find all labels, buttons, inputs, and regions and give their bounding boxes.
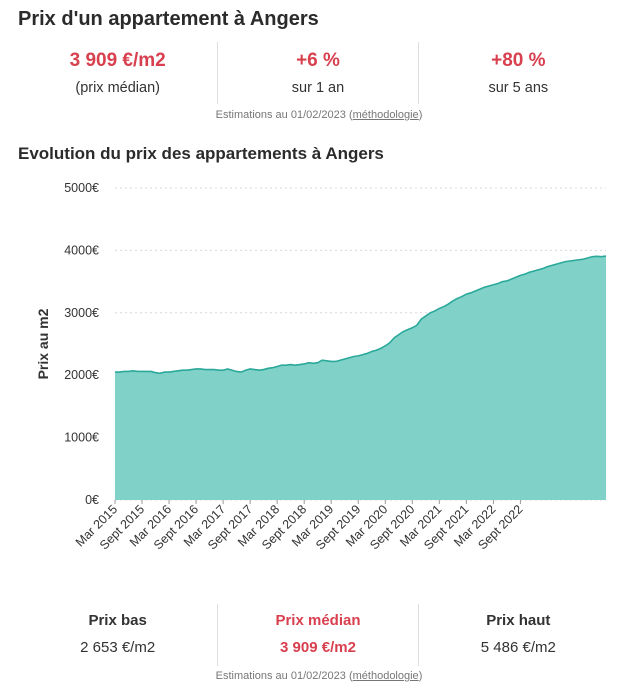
- median-price-label: (prix médian): [75, 80, 160, 96]
- y-axis-label: Prix au m2: [35, 308, 51, 379]
- median-price-value: 3 909 €/m2: [69, 50, 166, 71]
- high-price-value: 5 486 €/m2: [480, 639, 556, 656]
- price-area: [115, 256, 606, 500]
- median-price-range-stat: Prix médian 3 909 €/m2: [217, 604, 417, 666]
- estimation-note: Estimations au 01/02/2023 (méthodologie): [215, 109, 423, 121]
- y-tick-label: 5000€: [64, 181, 99, 195]
- change-1y-value: +6 %: [296, 50, 340, 71]
- y-tick-label: 1000€: [64, 431, 99, 445]
- price-evolution-chart: 0€1000€2000€3000€4000€5000€Mar 2015Sept …: [35, 181, 607, 552]
- y-tick-label: 3000€: [64, 306, 99, 320]
- price-line: [115, 255, 607, 375]
- y-tick-label: 2000€: [64, 368, 99, 382]
- median-price-range-label: Prix médian: [275, 612, 361, 629]
- median-price-stat: 3 909 €/m2 (prix médian): [18, 42, 217, 104]
- estimation-note-bottom: Estimations au 01/02/2023 (méthodologie): [215, 670, 423, 682]
- methodology-link-bottom[interactable]: méthodologie: [352, 670, 419, 682]
- y-tick-label: 0€: [85, 493, 99, 507]
- change-5y-label: sur 5 ans: [488, 80, 549, 96]
- page-title: Prix d'un appartement à Angers: [18, 8, 319, 30]
- y-tick-label: 4000€: [64, 243, 99, 257]
- change-1y-stat: +6 % sur 1 an: [217, 42, 417, 104]
- change-5y-stat: +80 % sur 5 ans: [417, 42, 618, 104]
- price-range-stats: Prix bas 2 653 €/m2 Prix médian 3 909 €/…: [18, 604, 618, 666]
- high-price-stat: Prix haut 5 486 €/m2: [417, 604, 618, 666]
- median-price-range-value: 3 909 €/m2: [280, 639, 356, 656]
- low-price-value: 2 653 €/m2: [80, 639, 156, 656]
- low-price-stat: Prix bas 2 653 €/m2: [18, 604, 217, 666]
- change-1y-label: sur 1 an: [291, 80, 345, 96]
- summary-stats: 3 909 €/m2 (prix médian) +6 % sur 1 an +…: [18, 42, 618, 104]
- chart-title: Evolution du prix des appartements à Ang…: [18, 144, 384, 163]
- methodology-link[interactable]: méthodologie: [352, 109, 419, 121]
- change-5y-value: +80 %: [491, 50, 546, 71]
- low-price-label: Prix bas: [88, 612, 147, 629]
- high-price-label: Prix haut: [486, 612, 551, 629]
